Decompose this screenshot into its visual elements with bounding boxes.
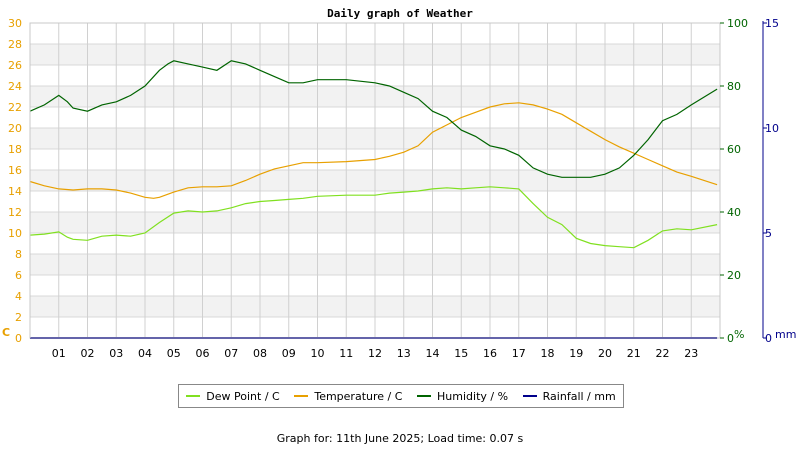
axes-group: [29, 21, 767, 339]
y-left-tick-6: 6: [15, 269, 22, 282]
y-left-tick-2: 2: [15, 311, 22, 324]
y-left-tick-30: 30: [8, 17, 22, 30]
x-tick-23: 23: [684, 347, 698, 360]
legend-label-rainfall: Rainfall / mm: [542, 389, 616, 403]
y-left-tick-24: 24: [8, 80, 22, 93]
y-right2-unit: mm: [775, 328, 796, 341]
y-right1-tick-100: 100: [727, 17, 748, 30]
x-tick-14: 14: [426, 347, 440, 360]
tick-labels: 01 02 03 04 05 06 07 08 09 10 11 12 13 14 15 16 17 18 19 20…: [2, 17, 796, 360]
legend-item-temperature: Temperature / C: [294, 390, 402, 403]
x-tick-03: 03: [109, 347, 123, 360]
y-left-tick-18: 18: [8, 143, 22, 156]
y-left-tick-10: 10: [8, 227, 22, 240]
x-tick-04: 04: [138, 347, 152, 360]
chart-title: Daily graph of Weather: [327, 7, 473, 20]
x-tick-22: 22: [656, 347, 670, 360]
x-tick-16: 16: [483, 347, 497, 360]
y-right1-tick-0: 0: [727, 332, 734, 345]
y-right1-tick-60: 60: [727, 143, 741, 156]
y-left-tick-14: 14: [8, 185, 22, 198]
y-right2-tick-0: 0: [765, 332, 772, 345]
y-left-tick-12: 12: [8, 206, 22, 219]
x-tick-18: 18: [541, 347, 555, 360]
y-right2-tick-5: 5: [765, 227, 772, 240]
y-left-tick-22: 22: [8, 101, 22, 114]
x-tick-02: 02: [81, 347, 95, 360]
y-left-tick-20: 20: [8, 122, 22, 135]
series-line-temperature: [29, 102, 718, 199]
y-left-tick-26: 26: [8, 59, 22, 72]
legend-item-rainfall: Rainfall / mm: [522, 389, 616, 403]
x-tick-21: 21: [627, 347, 641, 360]
legend: Dew Point / C Temperature / C Humidity /…: [178, 384, 624, 408]
legend-swatch-humidity: [417, 395, 432, 397]
x-tick-11: 11: [339, 347, 353, 360]
x-tick-15: 15: [454, 347, 468, 360]
plot-border: [29, 22, 721, 339]
y-left-tick-28: 28: [8, 38, 22, 51]
y-left-unit: C: [2, 326, 10, 339]
y-right1-tick-20: 20: [727, 269, 741, 282]
x-tick-06: 06: [196, 347, 210, 360]
x-tick-12: 12: [368, 347, 382, 360]
x-tick-05: 05: [167, 347, 181, 360]
y-right1-tick-80: 80: [727, 80, 741, 93]
x-tick-09: 09: [282, 347, 296, 360]
x-tick-20: 20: [598, 347, 612, 360]
y-right1-tick-40: 40: [727, 206, 741, 219]
y-right2-tick-15: 15: [765, 17, 779, 30]
footer-status: Graph for: 11th June 2025; Load time: 0.…: [276, 432, 524, 445]
legend-label-dew-point: Dew Point / C: [206, 389, 280, 403]
y-left-tick-8: 8: [15, 248, 22, 261]
x-tick-13: 13: [397, 347, 411, 360]
legend-swatch-temperature: [294, 395, 309, 397]
series-line-dew-point: [29, 186, 718, 249]
y-left-tick-16: 16: [8, 164, 22, 177]
x-tick-17: 17: [512, 347, 526, 360]
x-tick-07: 07: [224, 347, 238, 360]
x-tick-01: 01: [52, 347, 66, 360]
legend-label-humidity: Humidity / %: [437, 389, 509, 403]
x-tick-08: 08: [253, 347, 267, 360]
series-line-humidity: [29, 60, 718, 178]
y-right2-tick-10: 10: [765, 122, 779, 135]
legend-swatch-rainfall: [522, 395, 537, 397]
x-tick-10: 10: [311, 347, 325, 360]
y-right1-unit: %: [734, 328, 744, 341]
legend-item-dew-point: Dew Point / C: [186, 389, 280, 403]
y-left-tick-4: 4: [15, 290, 22, 303]
x-tick-19: 19: [569, 347, 583, 360]
y-left-tick-0: 0: [15, 332, 22, 345]
legend-item-humidity: Humidity / %: [417, 390, 508, 403]
legend-swatch-dew-point: [186, 395, 201, 397]
legend-label-temperature: Temperature / C: [314, 389, 403, 403]
